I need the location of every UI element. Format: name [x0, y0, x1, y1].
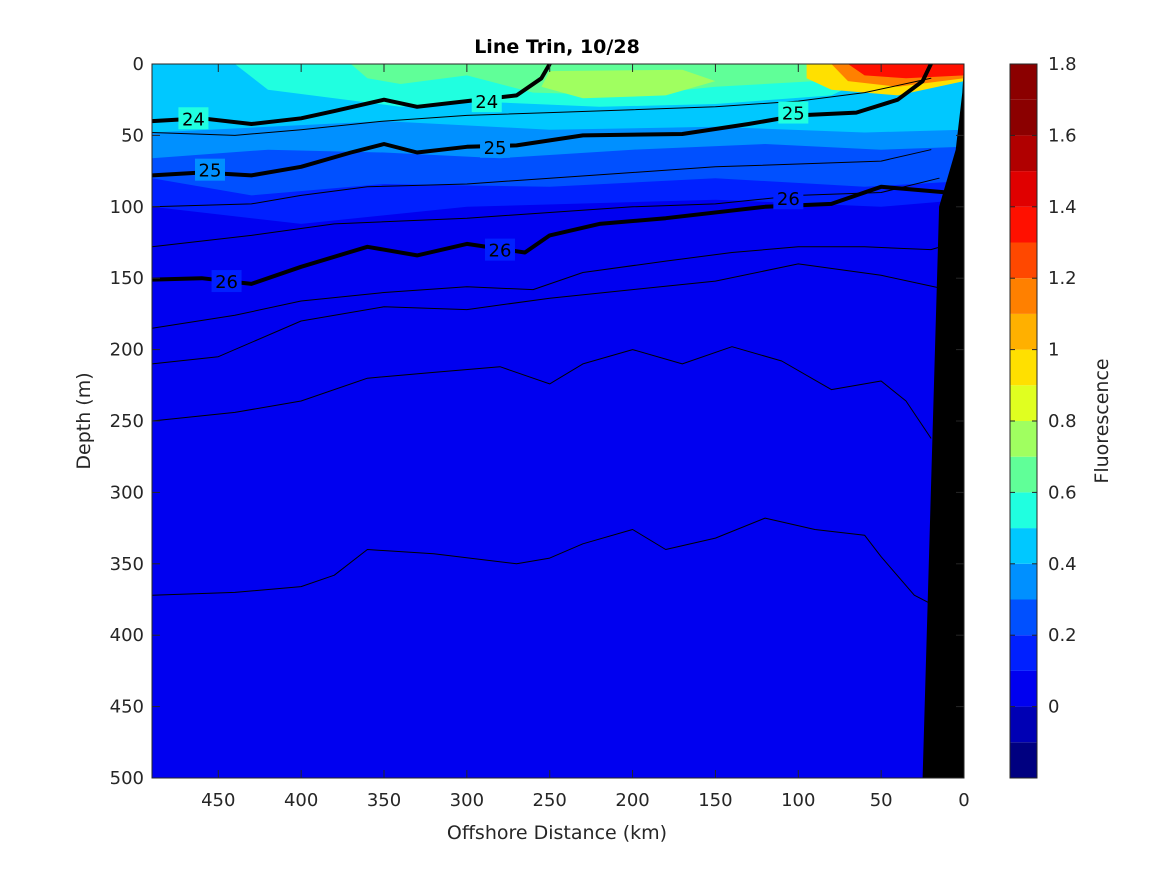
- colorbar-tick-label-7: 1.4: [1048, 197, 1077, 218]
- colorbar-tick-label-1: 0.2: [1048, 625, 1077, 646]
- y-axis-ticks: 0 50 100 150 200 250 300 350 400 450 500: [110, 54, 964, 789]
- contour-label-gap-3: [480, 135, 511, 158]
- colorbar-tick-label-3: 0.6: [1048, 482, 1077, 503]
- colorbar-tick-label-9: 1.8: [1048, 54, 1077, 75]
- colorbar-tick-label-0: 0: [1048, 697, 1059, 718]
- contour-label-1: 24: [475, 92, 498, 113]
- colorbar-band-13: [1010, 278, 1037, 314]
- contour-label-gap-7: [773, 187, 804, 210]
- contour-label-gap-0: [178, 107, 209, 130]
- colorbar-tick-label-8: 1.6: [1048, 125, 1077, 146]
- fluorescence-region-10: [215, 313, 268, 329]
- contour-label-gap-5: [211, 270, 242, 293]
- isopycnal-line-6: [152, 242, 957, 329]
- isopycnal-line-0: [152, 64, 552, 126]
- x-tick-label-9: 0: [958, 790, 969, 811]
- isopycnal-line-5: [152, 184, 950, 286]
- x-tick-label-5: 200: [615, 790, 649, 811]
- colorbar-tick-label-4: 0.8: [1048, 411, 1077, 432]
- contour-label-6: 26: [489, 241, 512, 262]
- contour-label-gap-2: [195, 158, 225, 181]
- y-tick-label-10: 500: [110, 768, 144, 789]
- contour-labels: 24 24 25 25 25 26 26 26: [178, 90, 809, 293]
- x-tick-label-2: 350: [367, 790, 401, 811]
- colorbar-band-8: [1010, 456, 1037, 493]
- fluorescence-region-6: [541, 69, 716, 99]
- colorbar-tick-label-2: 0.4: [1048, 554, 1077, 575]
- y-axis-label: Depth (m): [73, 372, 95, 469]
- colorbar-band-1: [1010, 706, 1037, 743]
- isopycnal-line-4: [152, 177, 940, 248]
- x-axis-label: Offshore Distance (km): [447, 822, 667, 844]
- x-tick-label-7: 100: [781, 790, 815, 811]
- colorbar-label: Fluorescence: [1091, 358, 1113, 483]
- x-tick-label-6: 150: [698, 790, 732, 811]
- colorbar-band-10: [1010, 385, 1037, 421]
- contour-label-0: 24: [182, 109, 205, 130]
- contour-label-2: 25: [199, 161, 222, 182]
- isopycnal-line-3: [152, 149, 932, 208]
- isopycnal-line-9: [152, 517, 932, 605]
- colorbar: [1009, 63, 1038, 779]
- isopycnal-line-8: [152, 346, 932, 439]
- seafloor-mask: [922, 64, 964, 778]
- colorbar-band-16: [1010, 171, 1037, 207]
- colorbar-band-3: [1010, 635, 1037, 671]
- colorbar-band-2: [1010, 670, 1037, 707]
- colorbar-band-0: [1010, 742, 1037, 778]
- colorbar-tick-label-5: 1: [1048, 340, 1059, 361]
- y-tick-label-3: 150: [110, 268, 144, 289]
- isopycnal-line-1: [152, 77, 932, 136]
- isopycnal-contours: [152, 64, 957, 605]
- bathymetry-layer: [922, 64, 964, 778]
- colorbar-band-5: [1010, 563, 1037, 600]
- x-axis-ticks: 450 400 350 300 250 200 150 100 50 0: [201, 64, 970, 811]
- y-tick-label-0: 0: [133, 54, 144, 75]
- y-tick-label-5: 250: [110, 411, 144, 432]
- colorbar-band-9: [1010, 421, 1037, 457]
- colorbar-band-11: [1010, 349, 1037, 386]
- fluorescence-region-9: [848, 64, 964, 79]
- x-tick-label-8: 50: [870, 790, 893, 811]
- colorbar-band-17: [1010, 135, 1037, 172]
- fluorescence-field: [152, 64, 964, 329]
- colorbar-band-19: [1010, 64, 1037, 100]
- x-tick-label-4: 250: [533, 790, 567, 811]
- colorbar-band-15: [1010, 206, 1037, 243]
- contour-label-4: 25: [782, 104, 805, 125]
- colorbar-band-6: [1010, 528, 1037, 564]
- colorbar-band-14: [1010, 242, 1037, 279]
- contour-label-gap-4: [778, 101, 809, 124]
- x-tick-label-3: 300: [450, 790, 484, 811]
- contour-label-7: 26: [777, 189, 800, 210]
- contour-label-gap-1: [471, 90, 502, 113]
- isopycnal-line-2: [152, 64, 933, 178]
- y-tick-label-2: 100: [110, 197, 144, 218]
- y-tick-label-4: 200: [110, 340, 144, 361]
- y-tick-label-1: 50: [121, 125, 144, 146]
- colorbar-band-18: [1010, 99, 1037, 136]
- isopycnal-line-7: [152, 263, 948, 365]
- x-tick-label-1: 400: [284, 790, 318, 811]
- colorbar-ticks: 0 0.2 0.4 0.6 0.8 1 1.2 1.4 1.6 1.8: [1010, 54, 1077, 718]
- contour-label-gap-6: [485, 238, 515, 261]
- colorbar-tick-label-6: 1.2: [1048, 268, 1077, 289]
- y-tick-label-6: 300: [110, 482, 144, 503]
- plot-area: 24 24 25 25 25 26 26 26: [151, 63, 965, 779]
- y-tick-label-9: 450: [110, 697, 144, 718]
- x-tick-label-0: 450: [201, 790, 235, 811]
- colorbar-band-4: [1010, 599, 1037, 636]
- chart-title: Line Trin, 10/28: [474, 36, 640, 58]
- y-tick-label-8: 400: [110, 625, 144, 646]
- y-tick-label-7: 350: [110, 554, 144, 575]
- contour-label-5: 26: [215, 272, 238, 293]
- colorbar-band-7: [1010, 492, 1037, 529]
- colorbar-band-12: [1010, 313, 1037, 350]
- contour-label-3: 25: [484, 138, 507, 159]
